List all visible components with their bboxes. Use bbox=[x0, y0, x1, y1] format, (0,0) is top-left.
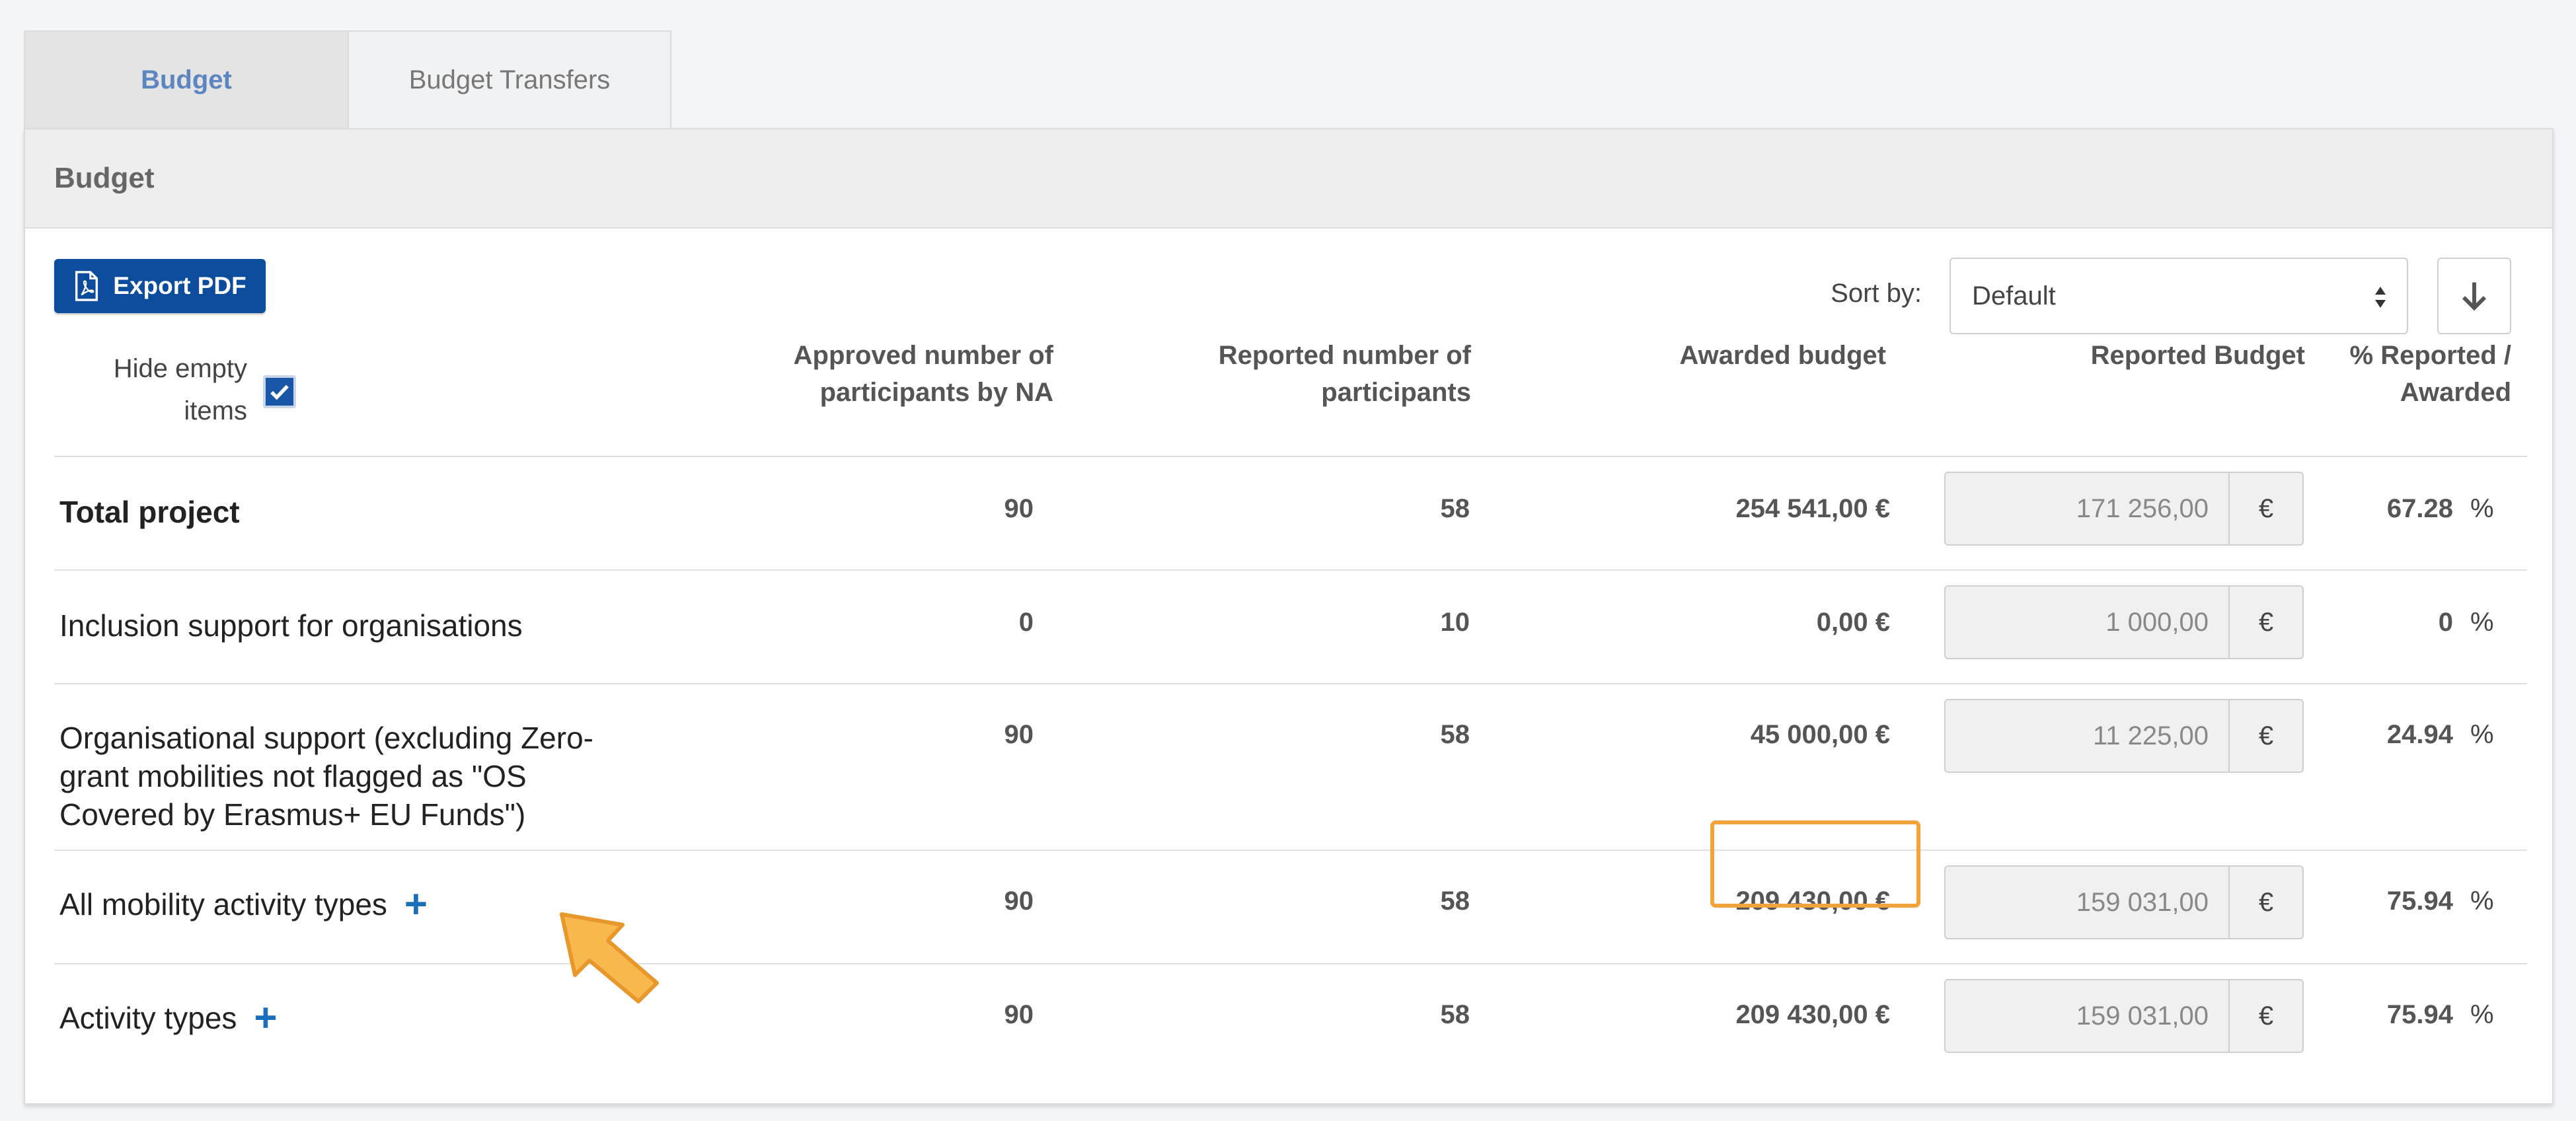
currency-addon: € bbox=[2230, 979, 2304, 1053]
sort-select-value: Default bbox=[1972, 281, 2056, 310]
pdf-file-icon bbox=[75, 271, 98, 301]
sort-select[interactable]: Default bbox=[1950, 258, 2408, 334]
percent-value: 67.28 bbox=[2386, 494, 2453, 523]
row-divider bbox=[54, 850, 2527, 851]
column-header-percent-line1: % Reported / bbox=[2349, 341, 2511, 370]
approved-value: 90 bbox=[1004, 720, 1034, 749]
tab-budget-transfers[interactable]: Budget Transfers bbox=[348, 30, 671, 128]
column-header-reported: Reported number of participants bbox=[1109, 337, 1471, 411]
reported-value: 58 bbox=[1440, 886, 1470, 916]
reported-value: 10 bbox=[1440, 608, 1470, 637]
reported-value: 58 bbox=[1440, 720, 1470, 749]
currency-addon: € bbox=[2230, 699, 2304, 773]
percent-sign: % bbox=[2470, 608, 2494, 637]
row-label: Inclusion support for organisations bbox=[59, 608, 523, 643]
percent-sign: % bbox=[2470, 886, 2494, 916]
hide-empty-label-line1: Hide empty bbox=[113, 354, 247, 383]
arrow-down-icon bbox=[2462, 282, 2486, 311]
plus-icon[interactable]: + bbox=[404, 882, 428, 926]
currency-addon: € bbox=[2230, 865, 2304, 939]
currency-addon: € bbox=[2230, 472, 2304, 546]
reported-budget-input[interactable]: 171 256,00 bbox=[1944, 472, 2230, 546]
row-label: Organisational support (excluding Zero- … bbox=[59, 719, 593, 834]
reported-value: 58 bbox=[1440, 494, 1470, 523]
checkmark-icon bbox=[270, 384, 289, 400]
row-label-line3: Covered by Erasmus+ EU Funds") bbox=[59, 797, 526, 832]
approved-value: 90 bbox=[1004, 494, 1034, 523]
percent-sign: % bbox=[2470, 1000, 2494, 1029]
column-header-approved-line2: participants by NA bbox=[819, 378, 1053, 407]
row-divider bbox=[54, 569, 2527, 571]
awarded-value: 254 541,00 € bbox=[1735, 494, 1890, 523]
row-label-text: Activity types bbox=[59, 1001, 237, 1035]
hide-empty-checkbox[interactable] bbox=[263, 375, 296, 408]
reported-budget-input[interactable]: 11 225,00 bbox=[1944, 699, 2230, 773]
pointer-arrow-icon bbox=[560, 912, 659, 1003]
tab-bar: Budget Budget Transfers bbox=[24, 30, 671, 128]
row-label: Activity types + bbox=[59, 998, 277, 1038]
sort-direction-button[interactable] bbox=[2437, 258, 2511, 334]
percent-sign: % bbox=[2470, 494, 2494, 523]
reported-budget-input[interactable]: 1 000,00 bbox=[1944, 585, 2230, 659]
column-header-reported-budget: Reported Budget bbox=[2090, 341, 2305, 370]
percent-value: 0 bbox=[2438, 608, 2453, 637]
row-label-text: All mobility activity types bbox=[59, 887, 387, 922]
currency-addon: € bbox=[2230, 585, 2304, 659]
column-header-reported-line1: Reported number of bbox=[1218, 341, 1471, 370]
row-label-line1: Organisational support (excluding Zero- bbox=[59, 721, 593, 755]
row-divider bbox=[54, 456, 2527, 457]
reported-value: 58 bbox=[1440, 1000, 1470, 1029]
tab-budget[interactable]: Budget bbox=[24, 30, 349, 128]
budget-panel: Budget Export PDF Hide empty items Sort … bbox=[24, 128, 2554, 1104]
export-pdf-label: Export PDF bbox=[113, 272, 246, 299]
awarded-value: 0,00 € bbox=[1816, 608, 1890, 637]
percent-value: 24.94 bbox=[2386, 720, 2453, 749]
column-header-percent-line2: Awarded bbox=[2400, 378, 2511, 407]
row-divider bbox=[54, 683, 2527, 684]
hide-empty-label: Hide empty items bbox=[65, 347, 247, 432]
reported-budget-input[interactable]: 159 031,00 bbox=[1944, 865, 2230, 939]
export-pdf-button[interactable]: Export PDF bbox=[54, 259, 266, 313]
column-header-percent: % Reported / Awarded bbox=[2318, 337, 2511, 411]
awarded-value: 209 430,00 € bbox=[1735, 886, 1890, 916]
sort-by-label: Sort by: bbox=[1831, 279, 1922, 308]
awarded-value: 209 430,00 € bbox=[1735, 1000, 1890, 1029]
sort-arrows-icon bbox=[2375, 287, 2386, 308]
awarded-value: 45 000,00 € bbox=[1750, 720, 1890, 749]
awarded-highlight-box bbox=[1710, 820, 1920, 908]
approved-value: 0 bbox=[1018, 608, 1034, 637]
row-label: All mobility activity types + bbox=[59, 882, 428, 926]
approved-value: 90 bbox=[1004, 1000, 1034, 1029]
column-header-approved: Approved number of participants by NA bbox=[686, 337, 1053, 411]
percent-value: 75.94 bbox=[2386, 1000, 2453, 1029]
approved-value: 90 bbox=[1004, 886, 1034, 916]
reported-budget-input[interactable]: 159 031,00 bbox=[1944, 979, 2230, 1053]
plus-icon[interactable]: + bbox=[254, 995, 278, 1040]
percent-value: 75.94 bbox=[2386, 886, 2453, 916]
percent-sign: % bbox=[2470, 720, 2494, 749]
column-header-reported-line2: participants bbox=[1321, 378, 1471, 407]
row-label-line2: grant mobilities not flagged as "OS bbox=[59, 759, 527, 793]
hide-empty-label-line2: items bbox=[184, 396, 247, 425]
column-header-approved-line1: Approved number of bbox=[793, 341, 1053, 370]
row-divider bbox=[54, 963, 2527, 964]
column-header-awarded: Awarded budget bbox=[1679, 341, 1886, 370]
panel-title: Budget bbox=[25, 129, 2552, 229]
row-label: Total project bbox=[59, 495, 240, 529]
